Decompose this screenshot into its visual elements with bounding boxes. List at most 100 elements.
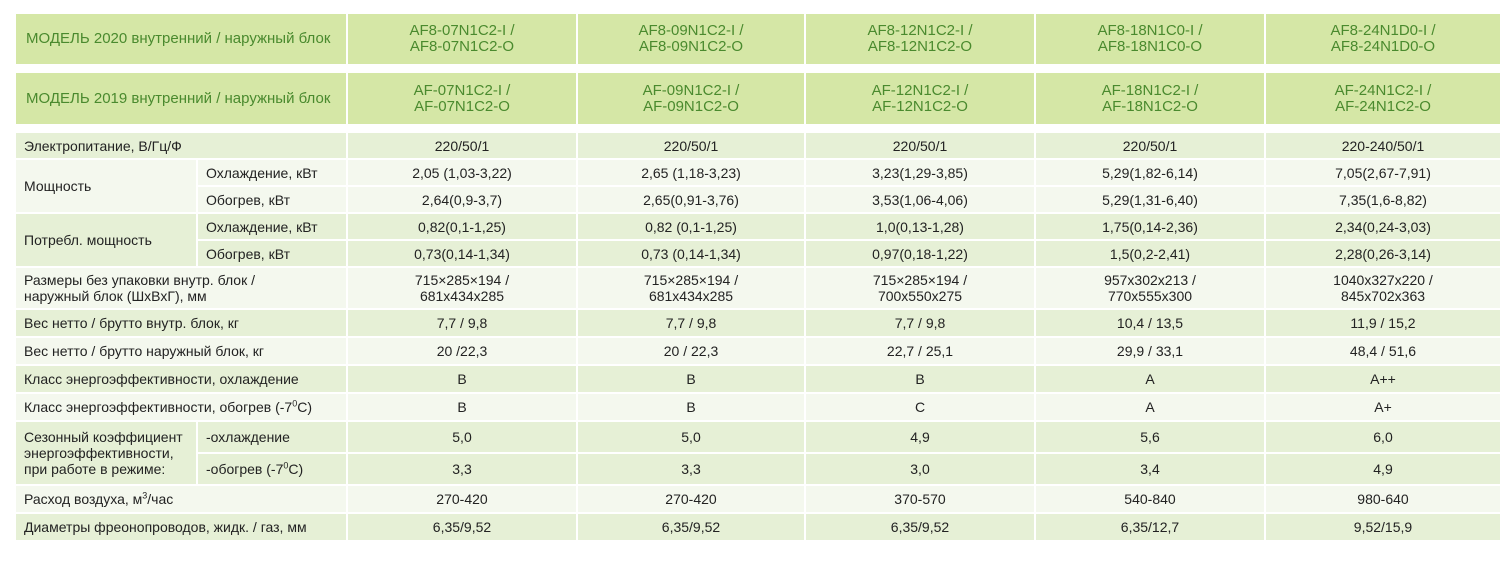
cell: 370-570 bbox=[806, 486, 1036, 514]
cell: B bbox=[578, 366, 806, 394]
cell: 220/50/1 bbox=[1036, 133, 1266, 160]
table-row: Вес нетто / брутто внутр. блок, кг 7,7 /… bbox=[16, 310, 1500, 338]
cell: 22,7 / 25,1 bbox=[806, 338, 1036, 366]
model-2019-col-5: AF-24N1C2-I / AF-24N1C2-O bbox=[1266, 73, 1500, 124]
cell: 270-420 bbox=[578, 486, 806, 514]
cell: 3,0 bbox=[806, 454, 1036, 486]
table-row: Сезонный коэффициент энергоэффективности,… bbox=[16, 422, 1500, 486]
cell: 270-420 bbox=[348, 486, 578, 514]
model-2020-col-4: AF8-18N1C0-I / AF8-18N1C0-O bbox=[1036, 14, 1266, 64]
model-2019-header: МОДЕЛЬ 2019 внутренний / наружный блок A… bbox=[16, 73, 1500, 124]
cell: B bbox=[578, 394, 806, 422]
model-2019-col-4: AF-18N1C2-I / AF-18N1C2-O bbox=[1036, 73, 1266, 124]
cell: 6,35/12,7 bbox=[1036, 514, 1266, 542]
model-2020-label: МОДЕЛЬ 2020 внутренний / наружный блок bbox=[16, 14, 348, 64]
cell: 29,9 / 33,1 bbox=[1036, 338, 1266, 366]
cell: 0,73(0,14-1,34) bbox=[348, 241, 578, 268]
row-label: Расход воздуха, м3/час bbox=[16, 486, 348, 514]
cell: 2,64(0,9-3,7) bbox=[348, 187, 578, 214]
model-2020-col-5: AF8-24N1D0-I / AF8-24N1D0-O bbox=[1266, 14, 1500, 64]
cell: 5,29(1,82-6,14) bbox=[1036, 160, 1266, 187]
row-label: Класс энергоэффективности, охлаждение bbox=[16, 366, 348, 394]
cell: 7,7 / 9,8 bbox=[806, 310, 1036, 338]
row-label: Размеры без упаковки внутр. блок / наружн… bbox=[16, 268, 348, 310]
cell: 1,5(0,2-2,41) bbox=[1036, 241, 1266, 268]
row-label: Потребл. мощность bbox=[16, 214, 198, 268]
cell: 6,0 bbox=[1266, 422, 1500, 454]
cell: A bbox=[1036, 366, 1266, 394]
cell: 6,35/9,52 bbox=[578, 514, 806, 542]
cell: 9,52/15,9 bbox=[1266, 514, 1500, 542]
cell: 0,82 (0,1-1,25) bbox=[578, 214, 806, 241]
model-2019-col-2: AF-09N1C2-I / AF-09N1C2-O bbox=[578, 73, 806, 124]
cell: 7,35(1,6-8,82) bbox=[1266, 187, 1500, 214]
model-2019-label: МОДЕЛЬ 2019 внутренний / наружный блок bbox=[16, 73, 348, 124]
cell: 2,28(0,26-3,14) bbox=[1266, 241, 1500, 268]
cell: 3,23(1,29-3,85) bbox=[806, 160, 1036, 187]
cell: 7,7 / 9,8 bbox=[348, 310, 578, 338]
cell: 1,75(0,14-2,36) bbox=[1036, 214, 1266, 241]
cell: 7,7 / 9,8 bbox=[578, 310, 806, 338]
cell: 0,97(0,18-1,22) bbox=[806, 241, 1036, 268]
sub-label: Обогрев, кВт bbox=[198, 187, 348, 214]
table-row: Диаметры фреонопроводов, жидк. / газ, мм… bbox=[16, 514, 1500, 542]
cell: A+ bbox=[1266, 394, 1500, 422]
table-row: Потребл. мощность Охлаждение, кВт 0,82(0… bbox=[16, 214, 1500, 268]
model-2020-col-2: AF8-09N1C2-I / AF8-09N1C2-O bbox=[578, 14, 806, 64]
table-row: Обогрев, кВт 0,73(0,14-1,34) 0,73 (0,14-… bbox=[16, 241, 1500, 268]
table-row: Размеры без упаковки внутр. блок / наружн… bbox=[16, 268, 1500, 310]
cell: 220/50/1 bbox=[348, 133, 578, 160]
cell: 220/50/1 bbox=[806, 133, 1036, 160]
cell: 2,65 (1,18-3,23) bbox=[578, 160, 806, 187]
cell: 5,0 bbox=[578, 422, 806, 454]
cell: 3,4 bbox=[1036, 454, 1266, 486]
cell: 4,9 bbox=[1266, 454, 1500, 486]
row-label: Мощность bbox=[16, 160, 198, 214]
model-2020-col-3: AF8-12N1C2-I / AF8-12N1C2-O bbox=[806, 14, 1036, 64]
sub-label: Охлаждение, кВт bbox=[198, 214, 348, 241]
cell: 7,05(2,67-7,91) bbox=[1266, 160, 1500, 187]
model-2019-col-3: AF-12N1C2-I / AF-12N1C2-O bbox=[806, 73, 1036, 124]
cell: 1040x327x220 /845x702x363 bbox=[1266, 268, 1500, 310]
row-label: Вес нетто / брутто наружный блок, кг bbox=[16, 338, 348, 366]
sub-label: Охлаждение, кВт bbox=[198, 160, 348, 187]
cell: 10,4 / 13,5 bbox=[1036, 310, 1266, 338]
table-row: Класс энергоэффективности, охлаждение B … bbox=[16, 366, 1500, 394]
cell: 5,6 bbox=[1036, 422, 1266, 454]
cell: 980-640 bbox=[1266, 486, 1500, 514]
cell: 2,34(0,24-3,03) bbox=[1266, 214, 1500, 241]
model-2020-col-1: AF8-07N1C2-I / AF8-07N1C2-O bbox=[348, 14, 578, 64]
cell: 957x302x213 /770x555x300 bbox=[1036, 268, 1266, 310]
cell: 540-840 bbox=[1036, 486, 1266, 514]
row-label: Диаметры фреонопроводов, жидк. / газ, мм bbox=[16, 514, 348, 542]
row-label: Класс энергоэффективности, обогрев (-70C… bbox=[16, 394, 348, 422]
cell: 48,4 / 51,6 bbox=[1266, 338, 1500, 366]
table-row: Класс энергоэффективности, обогрев (-70C… bbox=[16, 394, 1500, 422]
model-2019-col-1: AF-07N1C2-I / AF-07N1C2-O bbox=[348, 73, 578, 124]
cell: 715×285×194 /681x434x285 bbox=[578, 268, 806, 310]
cell: 6,35/9,52 bbox=[806, 514, 1036, 542]
cell: 715×285×194 /681x434x285 bbox=[348, 268, 578, 310]
cell: 2,65(0,91-3,76) bbox=[578, 187, 806, 214]
cell: 11,9 / 15,2 bbox=[1266, 310, 1500, 338]
cell: 3,3 bbox=[348, 454, 578, 486]
cell: 715×285×194 /700x550x275 bbox=[806, 268, 1036, 310]
cell: 5,0 bbox=[348, 422, 578, 454]
cell: 0,73 (0,14-1,34) bbox=[578, 241, 806, 268]
row-label: Вес нетто / брутто внутр. блок, кг bbox=[16, 310, 348, 338]
cell: 3,53(1,06-4,06) bbox=[806, 187, 1036, 214]
cell: 220-240/50/1 bbox=[1266, 133, 1500, 160]
cell: 3,3 bbox=[578, 454, 806, 486]
table-row: Вес нетто / брутто наружный блок, кг 20 … bbox=[16, 338, 1500, 366]
cell: 4,9 bbox=[806, 422, 1036, 454]
cell: A++ bbox=[1266, 366, 1500, 394]
cell: 1,0(0,13-1,28) bbox=[806, 214, 1036, 241]
cell: B bbox=[348, 394, 578, 422]
table-row: Расход воздуха, м3/час 270-420 270-420 3… bbox=[16, 486, 1500, 514]
cell: 20 / 22,3 bbox=[578, 338, 806, 366]
table-row: -обогрев (-70C) 3,3 3,3 3,0 3,4 4,9 bbox=[16, 454, 1500, 486]
sub-label: -обогрев (-70C) bbox=[198, 454, 348, 486]
spec-table: Электропитание, В/Гц/Ф 220/50/1 220/50/1… bbox=[16, 133, 1500, 542]
model-2020-header: МОДЕЛЬ 2020 внутренний / наружный блок A… bbox=[16, 14, 1500, 64]
